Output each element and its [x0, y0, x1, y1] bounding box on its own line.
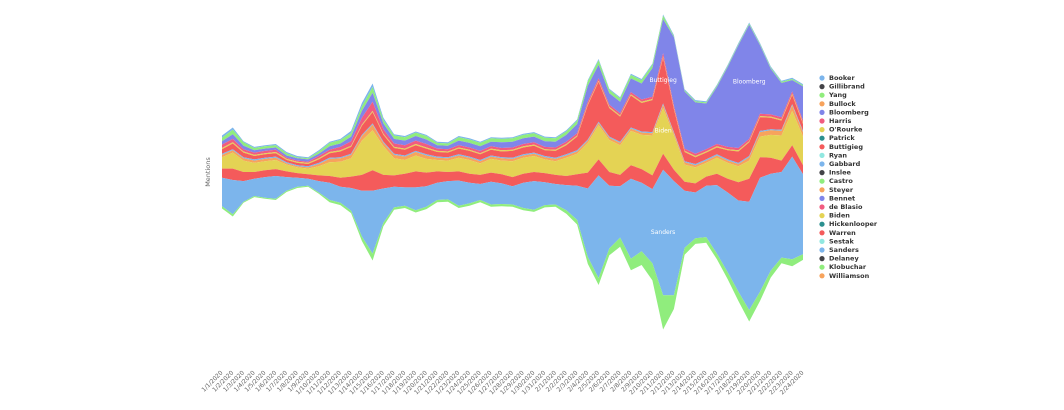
- stream-label: Bloomberg: [733, 78, 766, 85]
- legend-marker: [819, 221, 825, 227]
- legend-label: Gabbard: [829, 160, 861, 168]
- legend-label: Sestak: [829, 237, 854, 245]
- legend-marker: [819, 135, 825, 141]
- legend-label: Ryan: [829, 151, 847, 159]
- stream-label: Biden: [655, 127, 672, 134]
- stream: [222, 108, 803, 184]
- legend-marker: [819, 273, 825, 279]
- stream: [222, 19, 803, 162]
- legend-marker: [819, 127, 825, 133]
- stream: [222, 57, 803, 167]
- legend-label: Steyer: [829, 186, 854, 194]
- legend-label: Bennet: [829, 194, 855, 202]
- legend-marker: [819, 144, 825, 150]
- legend-marker: [819, 178, 825, 184]
- legend-marker: [819, 101, 825, 107]
- legend-label: Warren: [829, 229, 856, 237]
- legend-marker: [819, 84, 825, 90]
- legend-label: Gillibrand: [829, 83, 865, 91]
- labels: Bloomberg Buttigieg Biden Sanders: [649, 77, 765, 236]
- legend-marker: [819, 118, 825, 124]
- legend-marker: [819, 204, 825, 210]
- stream: [222, 156, 803, 311]
- legend-label: Williamson: [829, 272, 870, 280]
- legend-label: Buttigieg: [829, 143, 863, 151]
- legend-label: Bullock: [829, 100, 856, 108]
- y-axis-label: Mentions: [204, 157, 212, 187]
- legend-label: de Blasio: [829, 203, 863, 211]
- legend-label: Klobuchar: [829, 263, 867, 271]
- legend-label: Biden: [829, 212, 850, 220]
- legend-marker: [819, 213, 825, 219]
- stream: [222, 104, 803, 169]
- legend-label: O'Rourke: [829, 126, 863, 134]
- legend-label: Bloomberg: [829, 108, 869, 116]
- legend-label: Patrick: [829, 134, 855, 142]
- legend-label: Delaney: [829, 255, 859, 263]
- legend-label: Hickenlooper: [829, 220, 878, 228]
- legend-marker: [819, 170, 825, 176]
- legend-marker: [819, 256, 825, 262]
- legend-marker: [819, 75, 825, 81]
- stream: [222, 145, 803, 202]
- legend-label: Yang: [828, 91, 847, 99]
- legend-marker: [819, 230, 825, 236]
- streams: [222, 14, 803, 330]
- legend-label: Castro: [829, 177, 853, 185]
- legend-marker: [819, 187, 825, 193]
- legend-label: Harris: [829, 117, 851, 125]
- legend-marker: [819, 247, 825, 253]
- legend-label: Inslee: [829, 169, 852, 177]
- legend-label: Booker: [829, 74, 855, 82]
- stream-label: Sanders: [651, 229, 675, 236]
- legend-marker: [819, 92, 825, 98]
- legend-marker: [819, 161, 825, 167]
- legend-marker: [819, 264, 825, 270]
- stream: [222, 185, 803, 330]
- legend-marker: [819, 109, 825, 115]
- legend-marker: [819, 195, 825, 201]
- legend-marker: [819, 152, 825, 158]
- legend-marker: [819, 238, 825, 244]
- stream-label: Buttigieg: [649, 77, 676, 84]
- legend-label: Sanders: [829, 246, 859, 254]
